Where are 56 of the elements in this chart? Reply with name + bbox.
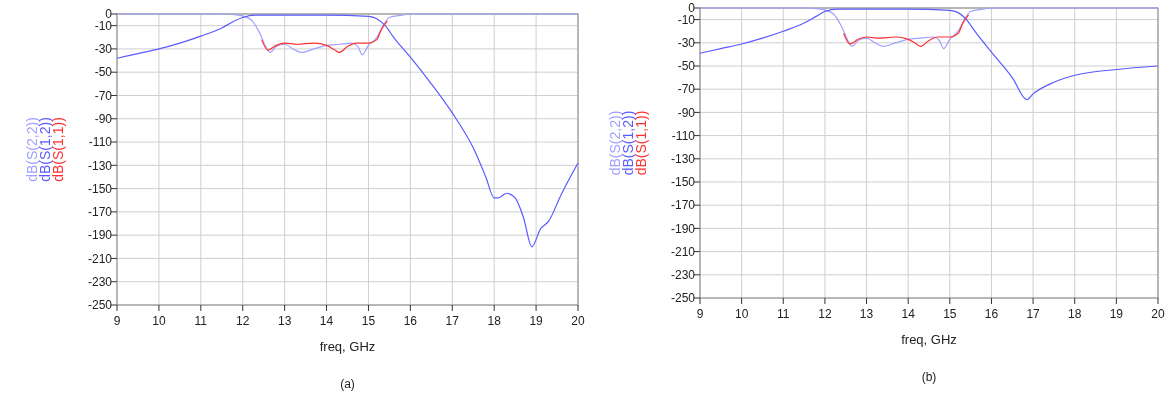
- x-tick-label: 16: [403, 314, 418, 328]
- line-series: [260, 20, 388, 54]
- y-tick-label: -170: [670, 198, 696, 213]
- x-tick-label: 14: [319, 314, 334, 328]
- y-tick-label: -30: [94, 42, 113, 57]
- x-tick-label: 20: [571, 314, 585, 328]
- x-tick-label: 10: [152, 314, 166, 328]
- text: dB(S(2,2)): [24, 117, 40, 182]
- y-tick-label: -90: [94, 111, 113, 126]
- y-tick-label: -90: [677, 105, 696, 120]
- y-tick-label: -130: [87, 158, 113, 173]
- y-tick-label: -190: [87, 228, 113, 243]
- text: (b): [921, 370, 937, 384]
- y-tick-label: -130: [670, 152, 696, 166]
- x-tick-label: 11: [777, 307, 790, 321]
- line-series: [843, 14, 970, 47]
- y-tick-label: -210: [670, 244, 696, 259]
- text: dB(S(2,2)): [607, 110, 623, 176]
- y-tick-label: -170: [87, 205, 113, 220]
- x-tick-label: 16: [984, 307, 999, 321]
- x-tick-label: 12: [818, 307, 832, 321]
- x-tick-label: 13: [859, 307, 874, 321]
- y-tick-label: -110: [88, 135, 113, 150]
- x-tick-label: 15: [943, 307, 957, 321]
- x-tick-label: 9: [696, 307, 704, 321]
- y-tick-label: -190: [670, 221, 696, 236]
- y-tick-label: -250: [87, 298, 113, 313]
- x-tick-label: 17: [1026, 307, 1041, 321]
- y-tick-label: -150: [87, 181, 113, 196]
- y-tick-label: -210: [87, 251, 113, 266]
- x-tick-label: 19: [1109, 307, 1124, 321]
- text: (a): [340, 377, 355, 391]
- x-axis-title: freq, GHz: [319, 339, 376, 354]
- y-tick-label: -110: [671, 128, 696, 143]
- y-tick-label: -50: [94, 65, 113, 80]
- x-tick-label: 11: [194, 314, 208, 328]
- y-tick-label: -70: [94, 88, 113, 103]
- x-tick-label: 13: [277, 314, 292, 328]
- x-tick-label: 18: [1068, 307, 1082, 321]
- x-tick-label: 12: [236, 314, 250, 328]
- x-tick-label: 20: [1151, 307, 1165, 321]
- x-tick-label: 18: [487, 314, 502, 328]
- x-tick-label: 14: [901, 307, 916, 321]
- y-tick-label: -230: [670, 268, 696, 282]
- y-tick-label: -250: [670, 291, 696, 306]
- y-tick-label: -50: [677, 59, 696, 74]
- y-tick-label: -70: [677, 82, 696, 97]
- x-axis-title: freq, GHz: [901, 332, 957, 347]
- x-tick-label: 17: [445, 314, 460, 328]
- y-tick-label: -30: [677, 36, 696, 50]
- x-tick-label: 9: [113, 314, 121, 328]
- x-tick-label: 10: [734, 307, 749, 321]
- x-tick-label: 19: [529, 314, 544, 328]
- y-tick-label: -230: [87, 274, 113, 289]
- y-tick-label: -150: [670, 175, 696, 190]
- x-tick-label: 15: [361, 314, 376, 328]
